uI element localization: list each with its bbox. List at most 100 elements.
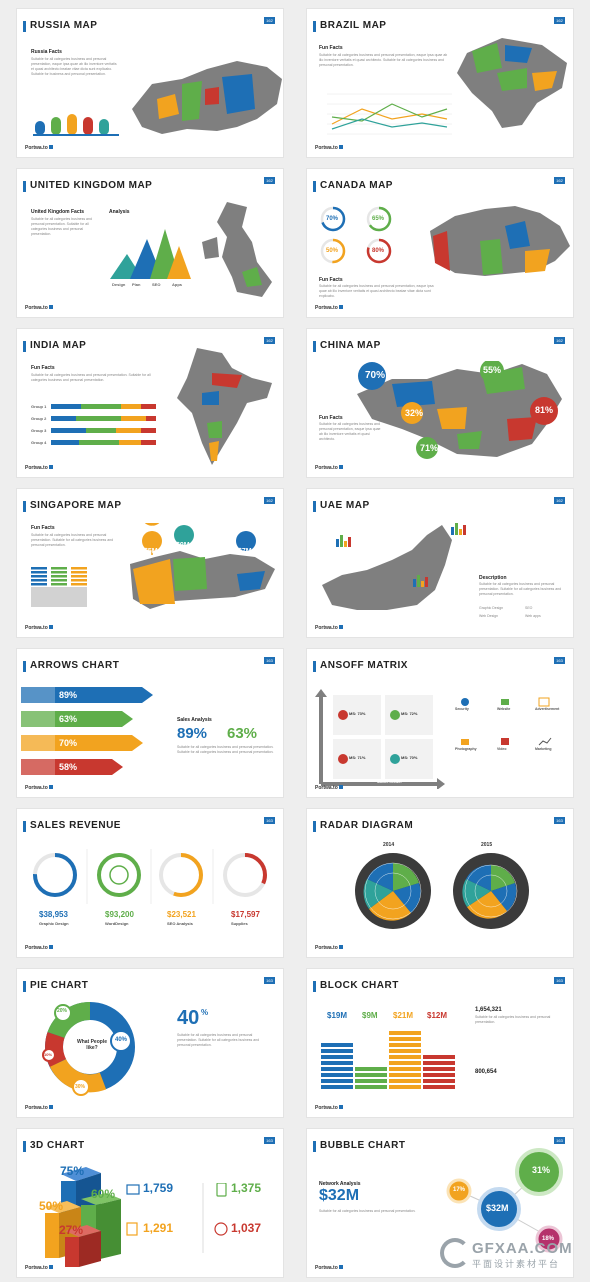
slide-title: UNITED KINGDOM MAP: [30, 180, 153, 191]
body-text: Suitable for all categories business and…: [319, 53, 448, 67]
revenue-value: $93,200: [105, 910, 134, 919]
arrow-value: 70%: [59, 738, 78, 748]
3d-value: 75%: [60, 1164, 85, 1178]
body-text: Suitable for all categories business and…: [319, 422, 381, 441]
slide-canada[interactable]: CANADA MAP 162 70% 65% 50% 80% Fun Facts…: [306, 168, 574, 318]
big-value: 40: [177, 1007, 200, 1029]
stat-number: 1,037: [231, 1221, 262, 1235]
india-map: [177, 348, 272, 465]
ruled-bars: [31, 567, 87, 607]
icon-label: Advertisement: [535, 707, 560, 711]
donut-center-label: What People like?: [76, 1039, 107, 1051]
slide-title: BRAZIL MAP: [320, 20, 387, 31]
brand-label: Portwa.to: [315, 305, 343, 311]
arrow-value: 58%: [59, 762, 78, 772]
legend-item: Graphic Design: [479, 606, 504, 610]
body-text: Suitable for all categories business and…: [31, 373, 151, 382]
3d-value: 60%: [91, 1187, 116, 1201]
icon-label: Website: [497, 707, 511, 711]
slide-russia[interactable]: RUSSIA MAP 162 Russia Facts Suitable for…: [16, 8, 284, 158]
group-label: Group 4: [31, 440, 47, 445]
slide-arrows[interactable]: ARROWS CHART 163 89% 63% 70% 58% Sales A…: [16, 648, 284, 798]
slide-title: RUSSIA MAP: [30, 20, 98, 31]
slide-number: 163: [554, 817, 565, 824]
slide-number: 162: [554, 17, 565, 24]
slide-block[interactable]: BLOCK CHART 163 $19M $9M $21M $12M 1,654…: [306, 968, 574, 1118]
rings: [320, 206, 392, 264]
analysis-heading: Analysis: [109, 209, 130, 215]
slide-brazil[interactable]: BRAZIL MAP 162 Fun Facts Suitable for al…: [306, 8, 574, 158]
cell-value: MS: 71%: [349, 755, 366, 760]
russia-map: [132, 61, 282, 134]
brand-label: Portwa.to: [315, 625, 343, 631]
ring-value: 80%: [372, 248, 385, 254]
brand-label: Portwa.to: [25, 145, 53, 151]
bubbles: [446, 1148, 563, 1253]
block-value: $12M: [427, 1011, 448, 1020]
line-chart: [327, 93, 452, 135]
peak-chart: [110, 229, 191, 279]
slice-label: 10%: [44, 1052, 53, 1057]
slice-label: 30%: [75, 1084, 86, 1090]
body-text: Suitable for all categories business and…: [31, 533, 114, 547]
label: SEO: [152, 282, 161, 287]
map-pins: [142, 523, 256, 555]
slide-title: INDIA MAP: [30, 340, 87, 351]
stat-number: 1,759: [143, 1181, 174, 1195]
block-value: $9M: [362, 1011, 378, 1020]
icon-label: Marketing: [535, 747, 552, 751]
slide-number: 163: [554, 657, 565, 664]
big-value: 89%: [177, 725, 208, 742]
slide-title: PIE CHART: [30, 980, 89, 991]
bubble-label: 17%: [453, 1187, 466, 1193]
subheading: Fun Facts: [319, 415, 343, 421]
icon-label: Security: [455, 707, 469, 711]
stat-number: 1,375: [231, 1181, 262, 1195]
arrow-value: 63%: [59, 714, 78, 724]
legend-item: Web apps: [525, 614, 541, 618]
brand-label: Portwa.to: [315, 785, 343, 791]
slide-sales-revenue[interactable]: SALES REVENUE 163 $38,953 $93,200 $23,52…: [16, 808, 284, 958]
body-text: Suitable for all categories business and…: [475, 1015, 551, 1024]
block-value: $21M: [393, 1011, 414, 1020]
brand-label: Portwa.to: [25, 465, 53, 471]
slide-ansoff[interactable]: ANSOFF MATRIX 163 MS: 73% MS: 72% MS: 71…: [306, 648, 574, 798]
slide-uk[interactable]: UNITED KINGDOM MAP 162 United Kingdom Fa…: [16, 168, 284, 318]
brand-label: Portwa.to: [25, 625, 53, 631]
ring-value: 70%: [326, 216, 339, 222]
slide-china[interactable]: CHINA MAP 162 70% 55% 32% 81% 71% Fun Fa…: [306, 328, 574, 478]
matrix: [315, 689, 445, 789]
bubble-label: 18%: [542, 1236, 555, 1242]
slide-uae[interactable]: UAE MAP 162 Description Suitable for all…: [306, 488, 574, 638]
subheading: Sales Analysis: [177, 717, 212, 723]
body-text: Suitable for all categories business and…: [177, 1033, 260, 1047]
body-text: Suitable for all categories business and…: [31, 217, 92, 236]
revenue-value: $38,953: [39, 910, 68, 919]
slide-number: 162: [554, 337, 565, 344]
slide-radar[interactable]: RADAR DIAGRAM 163 2014 2015 Portwa.to: [306, 808, 574, 958]
brand-label: Portwa.to: [315, 145, 343, 151]
slide-title: BUBBLE CHART: [320, 1140, 406, 1151]
year-label: 2014: [383, 842, 395, 848]
block-stacks: [321, 1031, 455, 1089]
subheading: United Kingdom Facts: [31, 209, 85, 215]
ring-value: 50%: [326, 248, 339, 254]
brand-label: Portwa.to: [315, 1265, 343, 1271]
brand-label: Portwa.to: [25, 945, 53, 951]
radar-circles: [355, 853, 529, 929]
slide-number: 162: [264, 337, 275, 344]
brand-label: Portwa.to: [25, 785, 53, 791]
subheading: Fun Facts: [31, 365, 55, 371]
slide-india[interactable]: INDIA MAP 162 Fun Facts Suitable for all…: [16, 328, 284, 478]
stat-icons: [126, 1183, 228, 1253]
revenue-name: WordDesign: [105, 921, 129, 926]
cell-value: MS: 72%: [401, 711, 418, 716]
slide-pie[interactable]: PIE CHART 163 20% 40% 10% 30% What Peopl…: [16, 968, 284, 1118]
body-text: Suitable for all categories business and…: [479, 582, 562, 596]
mini-bar-charts: [336, 523, 466, 587]
subheading: Fun Facts: [31, 525, 55, 531]
slide-3d[interactable]: 3D CHART 163 75% 60% 50% 27% 1,759 1,375…: [16, 1128, 284, 1278]
slide-singapore[interactable]: SINGAPORE MAP 162 Fun Facts Suitable for…: [16, 488, 284, 638]
subheading: Fun Facts: [319, 45, 343, 51]
